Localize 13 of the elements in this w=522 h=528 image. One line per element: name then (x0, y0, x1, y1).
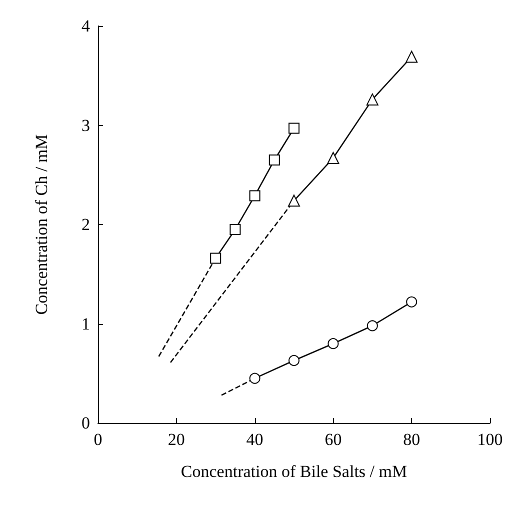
y-tick-label: 0 (82, 414, 90, 432)
y-tick-label: 4 (82, 16, 90, 36)
y-tick-label: 1 (82, 314, 90, 334)
x-tick-label: 40 (246, 430, 264, 449)
x-axis-title: Concentration of Bile Salts / mM (180, 462, 408, 481)
y-axis-title: Concentration of Ch / mM (32, 134, 51, 315)
x-tick-label: 60 (324, 430, 342, 449)
y-tick-label: 3 (82, 116, 90, 135)
x-tick-label: 20 (168, 430, 185, 449)
x-tick-label: 100 (477, 430, 503, 449)
y-tick-label: 2 (82, 215, 90, 234)
x-tick-label: 0 (94, 430, 102, 449)
x-tick-label: 80 (403, 430, 420, 449)
